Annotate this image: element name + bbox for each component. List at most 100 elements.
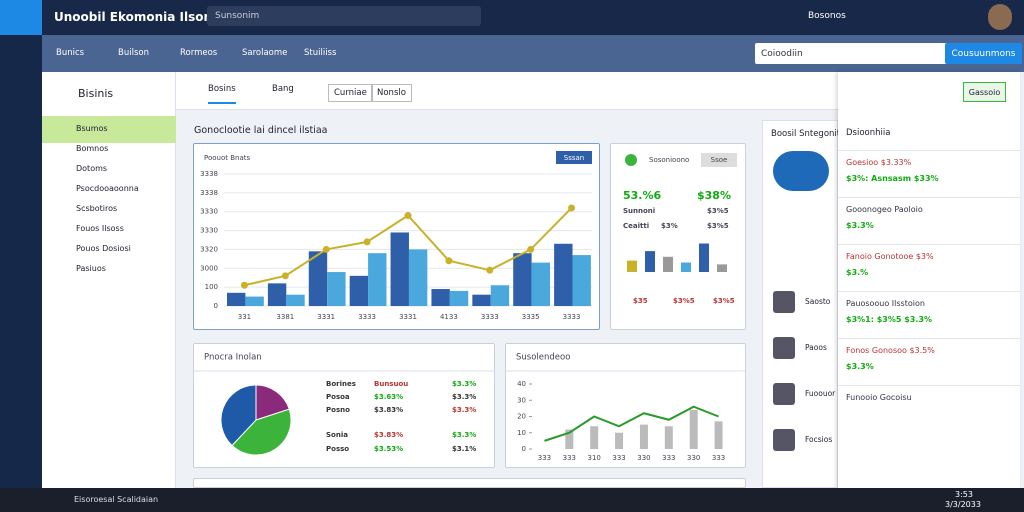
- legend-text: $3.83%: [374, 406, 403, 414]
- bar: [431, 289, 450, 306]
- x-tick-label: 333: [612, 454, 625, 462]
- list-row[interactable]: [838, 197, 1020, 243]
- sidebar-item[interactable]: Fouos Ilsoss: [42, 216, 176, 243]
- mid-panel-title: Boosil Sntegonito: [771, 129, 846, 139]
- y-tick-label: 40: [517, 380, 526, 388]
- stat-bar: [681, 262, 691, 272]
- user-name: Bosonos: [808, 11, 846, 21]
- bar: [472, 294, 491, 306]
- y-tick-label: 0: [522, 445, 526, 453]
- sidebar-item[interactable]: Pasiuos: [42, 256, 176, 283]
- nav-item[interactable]: Rormeos: [180, 48, 218, 58]
- nav-item[interactable]: Sarolaome: [242, 48, 288, 58]
- tab[interactable]: Bang: [272, 84, 294, 94]
- bar: [327, 272, 346, 306]
- menu-button[interactable]: [0, 0, 42, 35]
- sidebar-item[interactable]: Pouos Dosiosi: [42, 236, 176, 263]
- stat-bar: [699, 243, 709, 272]
- bar: [565, 429, 574, 449]
- x-tick-label: 333: [538, 454, 551, 462]
- y-tick-label: 100: [205, 283, 218, 291]
- chart-legend: Poouot Bnats: [204, 154, 250, 162]
- search-box[interactable]: Sunsonim: [207, 6, 481, 26]
- legend-text: Posno: [326, 406, 350, 414]
- x-tick-label: 3331: [399, 313, 417, 321]
- nav-item[interactable]: Bunics: [56, 48, 85, 58]
- tab[interactable]: Bosins: [208, 84, 236, 104]
- stat-card: Sosonioono Ssoe 53.%6 $38% Sunnoni $3%5 Ceaitt…: [610, 143, 746, 330]
- y-tick-label: 3320: [200, 245, 218, 253]
- list-text: Pauosoouo Ilsstoion: [846, 299, 925, 308]
- nav-item[interactable]: Stuiliiss: [304, 48, 337, 58]
- sidebar-label: Dotoms: [76, 164, 108, 173]
- pie-card: Pnocra Inolan Borines Bunsuou $3.3% Posoa $3.…: [193, 343, 495, 468]
- panel-button[interactable]: Gassoio: [963, 82, 1006, 102]
- sidebar-item[interactable]: Scsbotiros: [42, 196, 176, 223]
- list-row[interactable]: [838, 244, 1020, 290]
- tab[interactable]: Curniae: [328, 84, 373, 102]
- x-tick-label: 3335: [522, 313, 540, 321]
- item-label[interactable]: Fuoouor: [805, 389, 836, 398]
- legend-text: $3.3%: [452, 380, 476, 388]
- bar: [267, 283, 287, 306]
- stat-value: $3%: [661, 222, 678, 230]
- y-tick-label: 3330: [200, 227, 218, 235]
- list-row[interactable]: [838, 291, 1020, 337]
- list-row[interactable]: [838, 338, 1020, 384]
- clock-time: 3:53: [955, 490, 973, 499]
- nav-item[interactable]: Builson: [118, 48, 149, 58]
- bar: [639, 424, 648, 449]
- y-tick-label: 3330: [200, 208, 218, 216]
- chart-button[interactable]: [556, 151, 592, 164]
- item-label[interactable]: Paoos: [805, 343, 827, 352]
- sidebar-item[interactable]: Dotoms: [42, 156, 176, 183]
- sidebar-label: Pasiuos: [76, 264, 106, 273]
- card-title: Susolendeoo: [516, 353, 570, 363]
- pie-slice: [220, 384, 257, 447]
- legend-text: $3.1%: [452, 445, 476, 453]
- list-sub: $3%: Asnsasm $33%: [846, 174, 939, 183]
- bar: [245, 296, 264, 306]
- x-tick-label: 3333: [563, 313, 581, 321]
- item-label[interactable]: Focsios: [805, 435, 833, 444]
- sidebar-item[interactable]: Bsumos: [42, 116, 176, 143]
- trend-point: [322, 245, 330, 253]
- sidebar: Bisinis Bsumos Bomnos Dotoms Psocdooaoonna S…: [42, 72, 176, 488]
- stat-value: 53.%6: [623, 189, 662, 202]
- sidebar-label: Bsumos: [76, 124, 108, 133]
- nav-search[interactable]: Coioodiin: [755, 43, 983, 64]
- trend-point: [281, 272, 289, 280]
- stat-chart: Sosonioono Ssoe 53.%6 $38% Sunnoni $3%5 Ceaitt…: [623, 153, 737, 305]
- stat-bar: [663, 256, 673, 272]
- legend-text: Posoa: [326, 393, 350, 401]
- stat-bar: [717, 264, 727, 272]
- main-chart: Poouot Bnats Sssan 0 100 3000 3320 3330 3330 333…: [200, 151, 592, 321]
- tab[interactable]: Nonslo: [371, 84, 412, 102]
- sidebar-item[interactable]: Bomnos: [42, 136, 176, 163]
- chart-button-label: Sssan: [564, 154, 584, 162]
- legend-text: $3.3%: [452, 393, 476, 401]
- item-icon: [773, 291, 795, 313]
- trend-point: [404, 211, 412, 219]
- main-chart-card: Poouot Bnats Sssan 0 100 3000 3320 3330 3330 333…: [193, 143, 600, 330]
- taskbar-search[interactable]: Eisoroesal Scalidaian: [74, 495, 159, 504]
- nav-button[interactable]: Cousuunmons: [945, 43, 1022, 64]
- stat-bar: [627, 260, 637, 272]
- list-sub: $3.3%: [846, 221, 874, 230]
- right-panel: Gassoio Dsioonhiia Goesioo $3.33% $3%: As…: [838, 72, 1020, 488]
- item-label[interactable]: Saosto: [805, 297, 831, 306]
- sidebar-item[interactable]: Psocdooaoonna: [42, 176, 176, 203]
- y-tick-label: 0: [214, 302, 218, 310]
- list-row[interactable]: [838, 385, 1020, 431]
- stat-button: [701, 153, 737, 167]
- bar: [714, 421, 723, 449]
- legend-text: $3.53%: [374, 445, 403, 453]
- bar: [408, 249, 428, 306]
- avatar[interactable]: [988, 4, 1012, 30]
- card-title: Pnocra Inolan: [204, 353, 262, 363]
- x-tick-label: 4133: [440, 313, 458, 321]
- pie-slice: [255, 384, 290, 421]
- stat-title: Sosonioono: [649, 156, 689, 164]
- item-icon: [773, 337, 795, 359]
- list-row[interactable]: [838, 150, 1020, 196]
